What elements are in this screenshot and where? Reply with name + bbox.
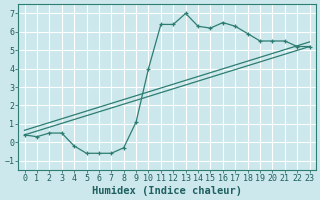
X-axis label: Humidex (Indice chaleur): Humidex (Indice chaleur) <box>92 186 242 196</box>
